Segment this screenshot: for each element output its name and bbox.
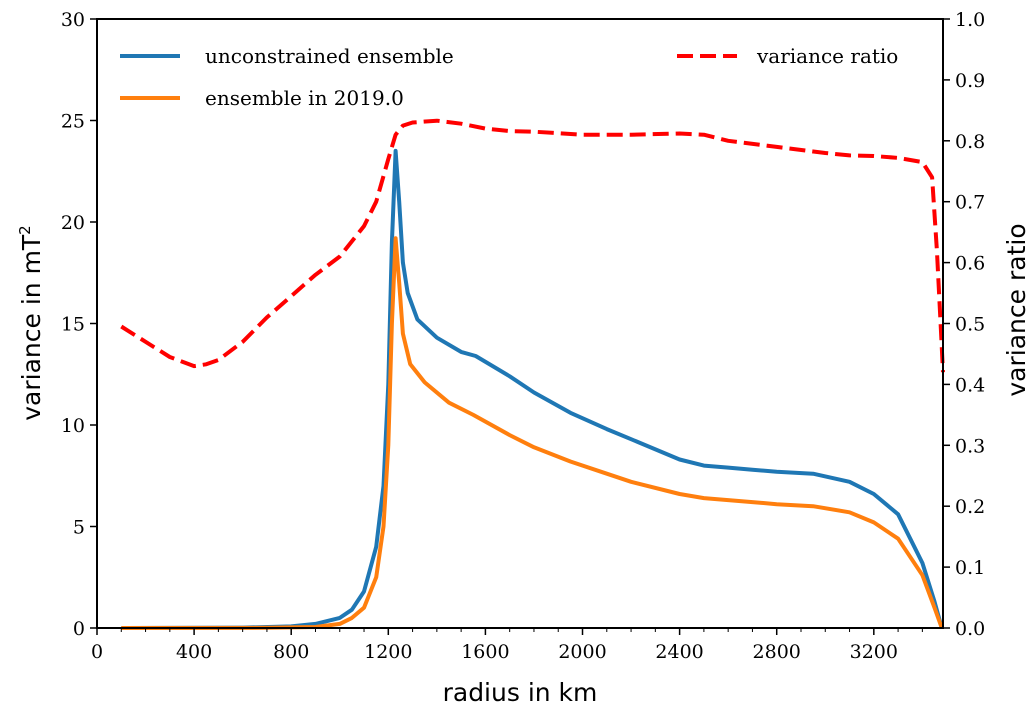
legend-label-unconstrained: unconstrained ensemble (205, 44, 454, 68)
x-tick-label: 800 (273, 641, 309, 663)
x-tick-label: 2400 (655, 641, 703, 663)
y2-tick-label: 0.3 (955, 435, 985, 457)
x-tick-label: 0 (91, 641, 103, 663)
x-tick-label: 1200 (364, 641, 412, 663)
y-tick-label: 30 (61, 9, 85, 31)
x-axis-title: radius in km (443, 678, 598, 707)
y2-tick-label: 0.7 (955, 192, 985, 214)
y-axis-right: 0.0 0.1 0.2 0.3 0.4 0.5 0.6 0.7 0.8 0.9 1.0 (943, 9, 985, 640)
y2-tick-label: 0.9 (955, 70, 985, 92)
x-tick-label: 1600 (461, 641, 509, 663)
y-axis-title: variance in mT2 (16, 225, 46, 420)
y2-tick-label: 0.6 (955, 253, 985, 275)
y2-tick-label: 0.2 (955, 496, 985, 518)
y2-tick-label: 1.0 (955, 9, 985, 31)
legend-label-ratio: variance ratio (756, 44, 898, 68)
y2-tick-label: 0.1 (955, 557, 985, 579)
series-line-ensemble-in-2019-0 (121, 236, 944, 630)
series-line-unconstrained-ensemble (121, 148, 944, 630)
y-tick-label: 15 (61, 314, 85, 336)
x-axis: 0 400 800 1200 1600 2000 2400 2800 3200 (91, 628, 923, 663)
y-tick-label: 5 (73, 517, 85, 539)
legend-right: variance ratio (677, 44, 898, 68)
legend-label-2019: ensemble in 2019.0 (205, 86, 404, 110)
y-tick-label: 10 (61, 415, 85, 437)
y-tick-label: 20 (61, 212, 85, 234)
y-axis-title-main: variance in mT (17, 234, 46, 421)
chart-marks (120, 118, 945, 630)
y-axis-title-superscript: 2 (16, 225, 34, 235)
x-tick-label: 2000 (558, 641, 606, 663)
x-tick-label: 3200 (850, 641, 898, 663)
plot-frame (96, 18, 944, 629)
y2-tick-label: 0.4 (955, 374, 985, 396)
y-tick-label: 25 (61, 111, 85, 133)
x-tick-label: 2800 (753, 641, 801, 663)
y2-tick-label: 0.0 (955, 618, 985, 640)
x-tick-label: 400 (176, 641, 212, 663)
legend-left: unconstrained ensemble ensemble in 2019.… (120, 44, 454, 110)
y-axis-left: 0 5 10 15 20 25 30 (61, 9, 97, 640)
y2-axis-title: variance ratio (1002, 223, 1031, 396)
y-tick-label: 0 (73, 618, 85, 640)
y2-tick-label: 0.5 (955, 314, 985, 336)
y2-tick-label: 0.8 (955, 131, 985, 153)
series-line-variance-ratio (120, 118, 945, 373)
